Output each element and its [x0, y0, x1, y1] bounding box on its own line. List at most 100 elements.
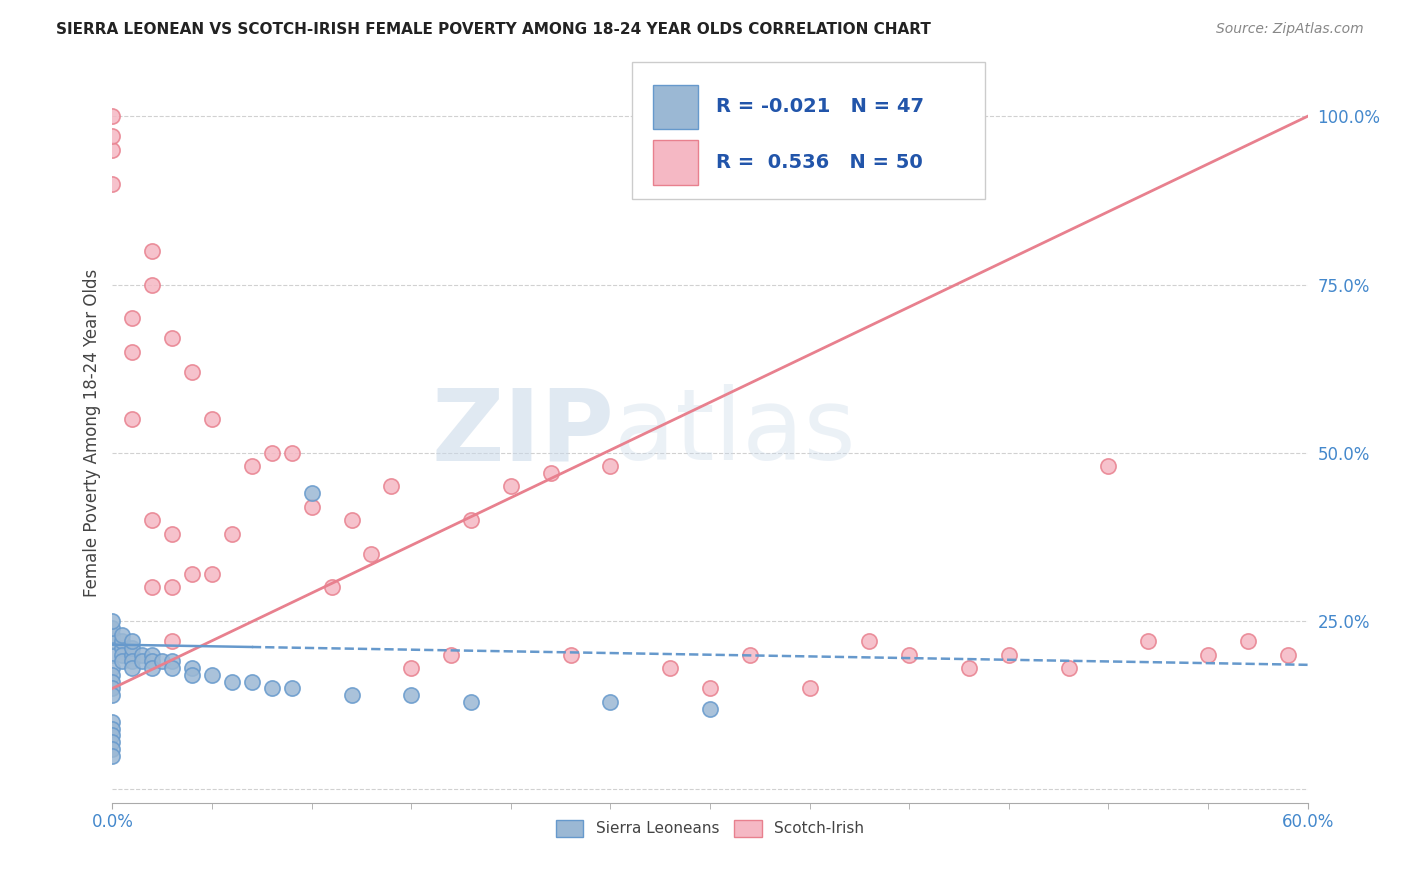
Point: [540, 466, 562, 480]
Point: [162, 331, 183, 345]
Text: SIERRA LEONEAN VS SCOTCH-IRISH FEMALE POVERTY AMONG 18-24 YEAR OLDS CORRELATION : SIERRA LEONEAN VS SCOTCH-IRISH FEMALE PO…: [56, 22, 931, 37]
Point: [141, 244, 163, 258]
Point: [121, 412, 143, 426]
Point: [111, 648, 134, 662]
Point: [121, 311, 143, 326]
Point: [101, 109, 124, 123]
Point: [162, 581, 183, 595]
Text: Source: ZipAtlas.com: Source: ZipAtlas.com: [1216, 22, 1364, 37]
Point: [121, 648, 143, 662]
Point: [957, 661, 980, 675]
Point: [111, 627, 134, 641]
Point: [111, 655, 134, 669]
Point: [141, 581, 163, 595]
Point: [101, 729, 124, 743]
Text: R = -0.021   N = 47: R = -0.021 N = 47: [716, 97, 924, 116]
Point: [201, 668, 224, 682]
Point: [101, 129, 124, 144]
Point: [141, 661, 163, 675]
Point: [799, 681, 821, 696]
Point: [321, 581, 343, 595]
Y-axis label: Female Poverty Among 18-24 Year Olds: Female Poverty Among 18-24 Year Olds: [83, 268, 101, 597]
Point: [101, 742, 124, 756]
Point: [101, 661, 124, 675]
Point: [201, 566, 224, 581]
Point: [111, 634, 134, 648]
Point: [699, 701, 721, 715]
Point: [141, 648, 163, 662]
Point: [121, 648, 143, 662]
Point: [380, 479, 402, 493]
Point: [221, 674, 243, 689]
Point: [111, 640, 134, 655]
Point: [240, 674, 263, 689]
Point: [162, 655, 183, 669]
Point: [150, 655, 173, 669]
Point: [101, 722, 124, 736]
Point: [101, 621, 124, 635]
Point: [101, 735, 124, 749]
Point: [121, 661, 143, 675]
Point: [141, 655, 163, 669]
Point: [460, 513, 482, 527]
Point: [101, 143, 124, 157]
Point: [141, 277, 163, 292]
Point: [1197, 648, 1219, 662]
Point: [101, 714, 124, 729]
Point: [141, 513, 163, 527]
Point: [162, 634, 183, 648]
Point: [460, 695, 482, 709]
Point: [121, 640, 143, 655]
Point: [858, 634, 880, 648]
Point: [101, 177, 124, 191]
Point: [260, 681, 283, 696]
Point: [1277, 648, 1299, 662]
Point: [121, 655, 143, 669]
Point: [1057, 661, 1080, 675]
Point: [131, 648, 153, 662]
Point: [260, 446, 283, 460]
Point: [301, 486, 323, 500]
Point: [101, 627, 124, 641]
Point: [360, 547, 382, 561]
Point: [659, 661, 682, 675]
Point: [340, 513, 363, 527]
Point: [1237, 634, 1260, 648]
Point: [281, 446, 304, 460]
Legend: Sierra Leoneans, Scotch-Irish: Sierra Leoneans, Scotch-Irish: [550, 814, 870, 843]
Point: [101, 634, 124, 648]
Point: [101, 748, 124, 763]
Point: [401, 688, 423, 702]
Point: [221, 526, 243, 541]
Point: [340, 688, 363, 702]
Point: [1097, 459, 1119, 474]
Point: [181, 365, 204, 379]
Point: [121, 634, 143, 648]
Point: [101, 614, 124, 628]
Point: [599, 695, 621, 709]
Point: [181, 668, 204, 682]
Point: [181, 661, 204, 675]
Point: [162, 661, 183, 675]
Point: [401, 661, 423, 675]
Point: [181, 566, 204, 581]
Point: [560, 648, 582, 662]
Point: [101, 668, 124, 682]
Point: [499, 479, 522, 493]
Point: [898, 648, 921, 662]
Point: [162, 526, 183, 541]
Point: [699, 681, 721, 696]
Point: [201, 412, 224, 426]
Point: [738, 648, 761, 662]
FancyBboxPatch shape: [633, 62, 986, 200]
Point: [998, 648, 1021, 662]
Point: [101, 648, 124, 662]
Point: [599, 459, 621, 474]
Point: [240, 459, 263, 474]
Point: [121, 344, 143, 359]
Point: [281, 681, 304, 696]
Point: [440, 648, 463, 662]
Point: [101, 681, 124, 696]
Text: ZIP: ZIP: [432, 384, 614, 481]
Point: [101, 688, 124, 702]
